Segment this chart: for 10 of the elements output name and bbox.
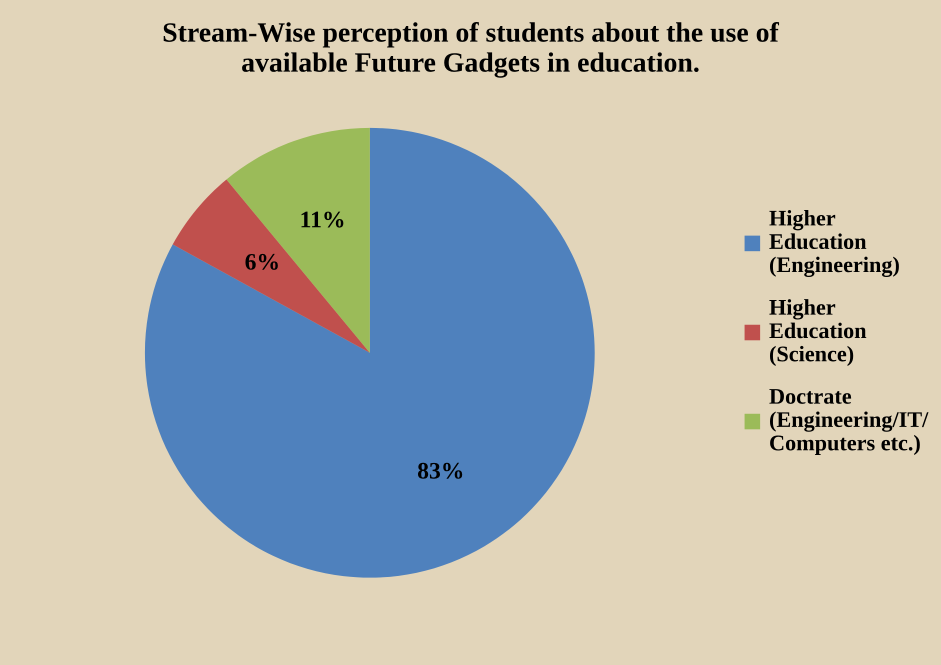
legend-label: Doctrate (Engineering/IT/ Computers etc.)	[769, 389, 929, 456]
data-label: 83%	[418, 462, 462, 479]
pie-slice	[144, 128, 595, 578]
pie-slice	[172, 179, 370, 353]
data-label: 6%	[245, 254, 278, 270]
chart-title: Stream-Wise perception of students about the use of available Future Gadgets in education.	[164, 22, 780, 78]
pie-slice	[226, 128, 370, 353]
data-label: 11%	[302, 212, 344, 228]
legend-label: Higher Education (Science)	[769, 299, 866, 366]
legend-label: Higher Education (Engineering)	[769, 210, 899, 277]
